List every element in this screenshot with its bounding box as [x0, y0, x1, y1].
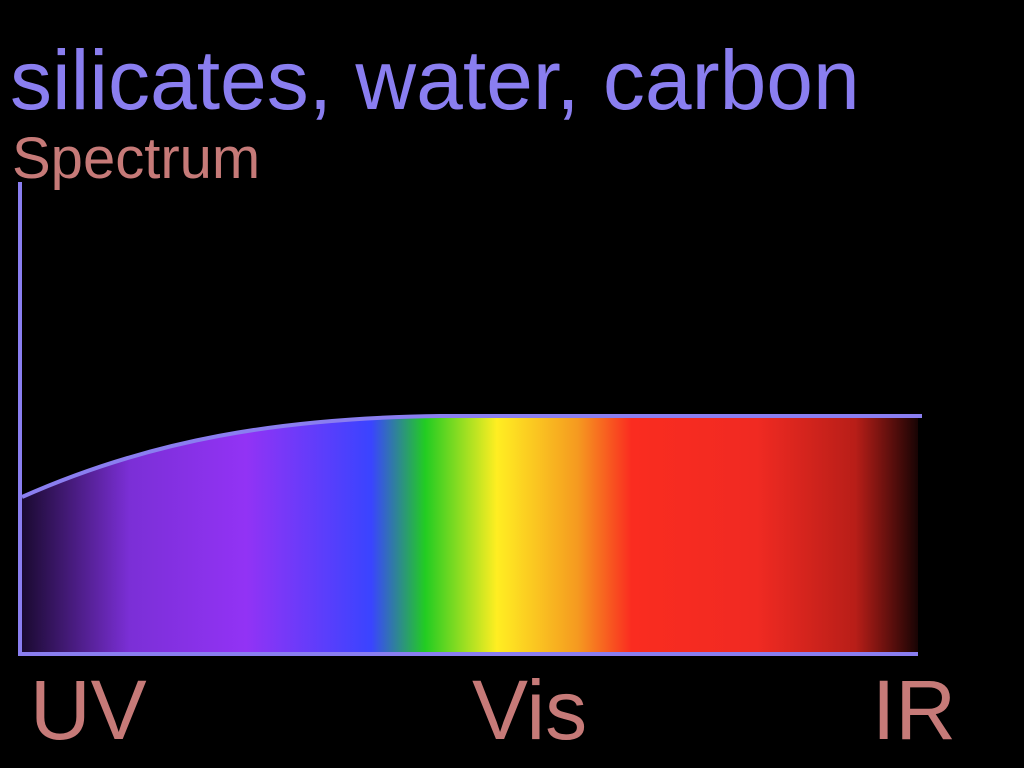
diagram-title: silicates, water, carbon: [10, 33, 860, 127]
spectrum-fill-area: [22, 416, 918, 652]
x-axis-label-ir: IR: [872, 663, 956, 757]
x-axis-label-vis: Vis: [472, 663, 588, 757]
y-axis-label: Spectrum: [12, 126, 261, 191]
spectrum-curve: [21, 414, 922, 499]
x-axis-label-uv: UV: [30, 663, 147, 757]
